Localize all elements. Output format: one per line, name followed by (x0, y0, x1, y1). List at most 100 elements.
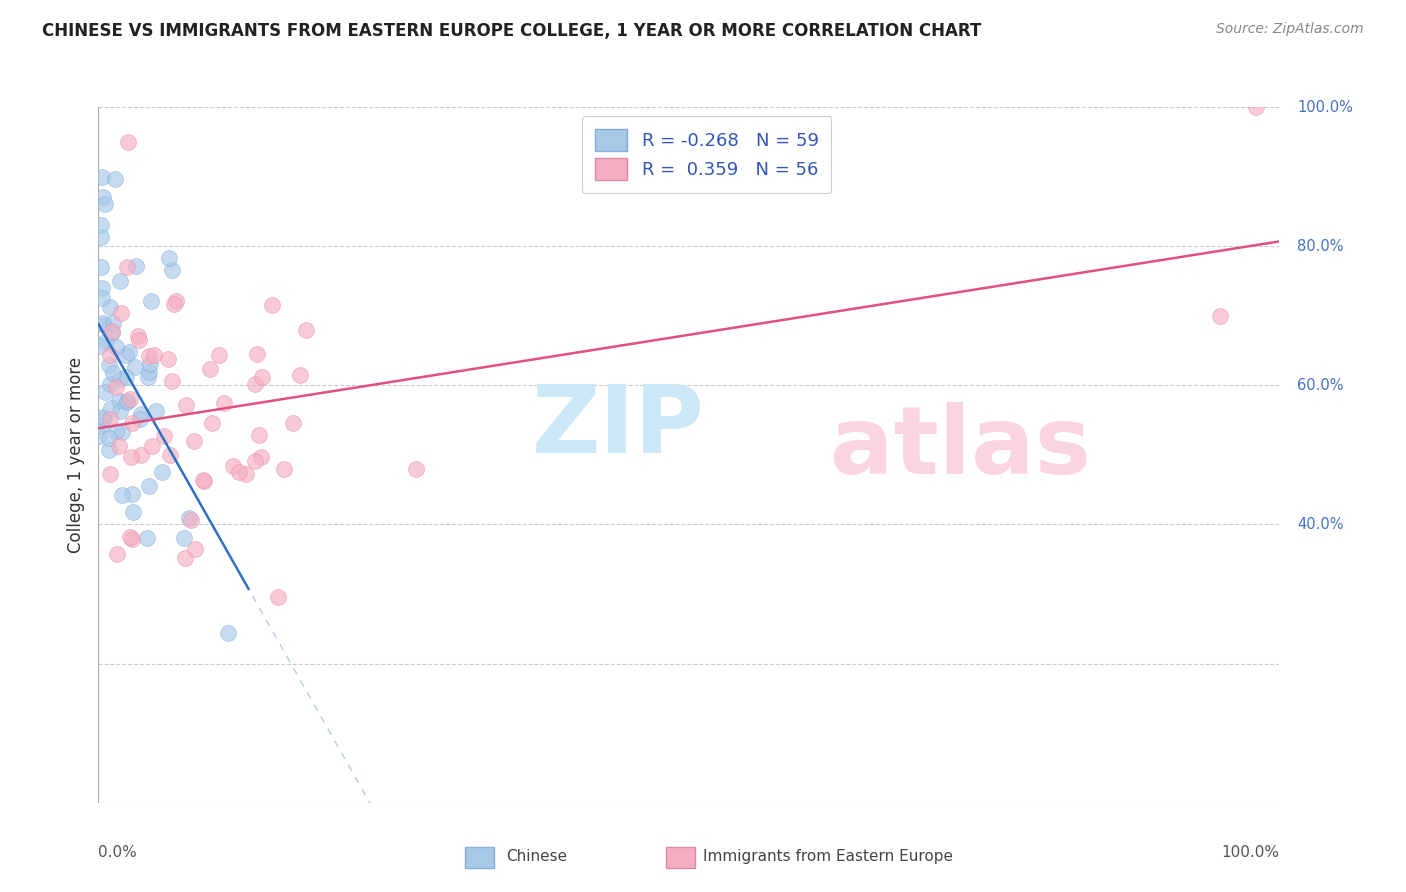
Point (247, 428, 270, 442)
Point (135, 531, 157, 545)
Point (91, 410, 114, 425)
Text: atlas: atlas (830, 402, 1091, 494)
Point (290, 368, 312, 383)
Point (184, 541, 207, 556)
Point (121, 416, 143, 430)
Point (160, 262, 183, 277)
Point (267, 590, 290, 604)
Point (150, 465, 173, 479)
Point (98, 412, 121, 426)
Point (243, 454, 266, 468)
Point (91, 316, 114, 330)
Text: 100.0%: 100.0% (1222, 845, 1279, 860)
Point (90, 218, 112, 232)
Point (252, 369, 274, 384)
Legend: R = -0.268   N = 59, R =  0.359   N = 56: R = -0.268 N = 59, R = 0.359 N = 56 (582, 116, 831, 193)
Point (174, 551, 197, 566)
Point (235, 467, 257, 481)
Point (101, 316, 124, 330)
Point (117, 394, 139, 409)
Point (91, 169, 114, 184)
Text: Immigrants from Eastern Europe: Immigrants from Eastern Europe (703, 849, 953, 863)
Point (91, 281, 114, 295)
Point (111, 488, 134, 502)
Point (174, 398, 197, 412)
Point (145, 404, 167, 418)
Point (97, 431, 120, 445)
Point (93, 412, 115, 426)
Point (105, 380, 128, 394)
Point (157, 252, 180, 266)
Point (129, 407, 152, 421)
Point (193, 473, 215, 487)
Point (94, 384, 117, 399)
Point (104, 172, 127, 186)
Point (121, 532, 143, 546)
Point (173, 532, 195, 546)
Point (90, 230, 112, 244)
Text: ZIP: ZIP (531, 381, 704, 473)
Text: 100.0%: 100.0% (1298, 100, 1353, 114)
Text: Source: ZipAtlas.com: Source: ZipAtlas.com (1216, 22, 1364, 37)
Text: 80.0%: 80.0% (1298, 239, 1344, 253)
Point (87, 428, 110, 442)
Point (138, 349, 160, 363)
Point (118, 345, 141, 359)
Point (273, 462, 295, 476)
Point (121, 487, 143, 501)
Point (217, 626, 239, 640)
Point (138, 479, 160, 493)
Point (143, 347, 166, 361)
Point (104, 424, 127, 438)
Point (246, 347, 269, 361)
Point (121, 505, 143, 519)
Point (124, 359, 146, 374)
Point (91, 190, 114, 204)
Point (129, 448, 152, 462)
Point (105, 340, 128, 354)
Point (110, 306, 132, 320)
Point (157, 352, 180, 367)
Point (117, 260, 139, 274)
Point (94, 196, 117, 211)
Point (117, 135, 139, 149)
Point (120, 450, 142, 464)
Point (118, 392, 141, 406)
Text: 0.0%: 0.0% (98, 845, 138, 860)
Point (208, 348, 231, 362)
Point (100, 324, 122, 338)
Point (97, 442, 120, 457)
Point (153, 429, 176, 443)
Point (108, 404, 131, 418)
Point (139, 357, 162, 371)
Point (138, 365, 160, 379)
Point (260, 298, 283, 312)
Point (405, 462, 427, 476)
Point (115, 395, 138, 409)
Point (98, 348, 121, 362)
Text: 40.0%: 40.0% (1298, 517, 1344, 532)
Point (183, 434, 205, 448)
Point (165, 294, 187, 309)
Point (101, 366, 124, 380)
Point (108, 372, 131, 386)
Text: 60.0%: 60.0% (1298, 378, 1344, 392)
Point (125, 260, 148, 274)
Point (193, 475, 215, 489)
Point (159, 449, 181, 463)
Point (141, 439, 163, 453)
Point (107, 393, 129, 408)
Point (129, 412, 152, 426)
Point (98, 300, 121, 314)
Point (250, 450, 273, 465)
Point (200, 362, 222, 376)
Point (222, 459, 245, 474)
Point (98, 358, 121, 372)
Point (160, 374, 183, 388)
Point (90, 260, 112, 274)
Text: CHINESE VS IMMIGRANTS FROM EASTERN EUROPE COLLEGE, 1 YEAR OR MORE CORRELATION CH: CHINESE VS IMMIGRANTS FROM EASTERN EUROP… (42, 22, 981, 40)
Point (1209, 309, 1232, 323)
Point (1244, 100, 1267, 114)
Point (98, 467, 121, 481)
Point (94, 334, 117, 348)
